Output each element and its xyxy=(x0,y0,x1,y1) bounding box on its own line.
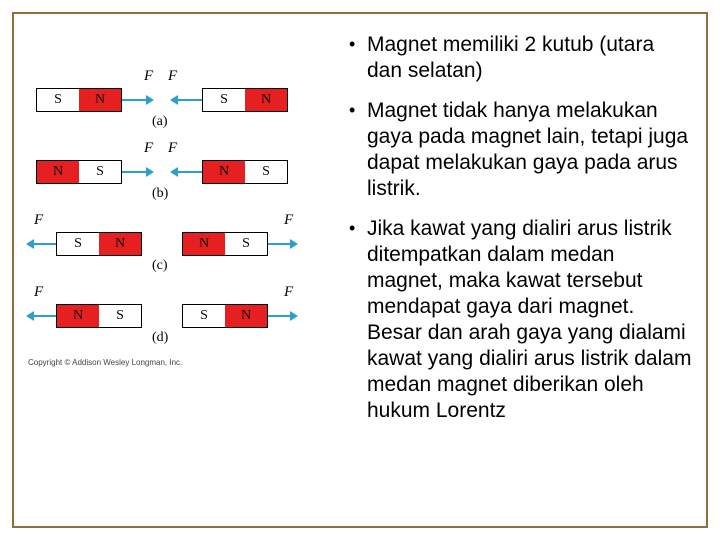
bullet-1-text: Magnet memiliki 2 kutub (utara dan selat… xyxy=(367,32,692,84)
magnet-a-left: S N xyxy=(36,88,122,112)
pole-n: N xyxy=(245,89,287,111)
bullet-3: • Jika kawat yang dialiri arus listrik d… xyxy=(349,216,692,424)
copyright-text: Copyright © Addison Wesley Longman, Inc. xyxy=(28,358,333,367)
bullet-dot-icon: • xyxy=(349,32,367,84)
arrow-right-icon xyxy=(268,308,298,324)
slide-content: S N S N F F (a) xyxy=(28,28,692,540)
magnet-c-left: S N xyxy=(56,232,142,256)
force-label-right: F xyxy=(284,284,293,301)
pole-s: S xyxy=(225,233,267,255)
magnet-b-right: N S xyxy=(202,160,288,184)
magnet-d-left: N S xyxy=(56,304,142,328)
magnet-a-right: S N xyxy=(202,88,288,112)
diagram-row-c: S N N S F F (c) xyxy=(28,212,333,282)
pole-n: N xyxy=(37,161,79,183)
pole-n: N xyxy=(57,305,99,327)
arrow-right-icon xyxy=(122,164,154,180)
pole-s: S xyxy=(183,305,225,327)
bullet-1: • Magnet memiliki 2 kutub (utara dan sel… xyxy=(349,32,692,84)
pole-s: S xyxy=(37,89,79,111)
pole-n: N xyxy=(99,233,141,255)
pole-s: S xyxy=(203,89,245,111)
arrow-left-icon xyxy=(170,92,202,108)
pole-s: S xyxy=(245,161,287,183)
row-label-a: (a) xyxy=(152,114,168,130)
force-label-left: F xyxy=(144,68,153,85)
pole-s: S xyxy=(99,305,141,327)
force-label-left: F xyxy=(34,212,43,229)
pole-n: N xyxy=(183,233,225,255)
pole-n: N xyxy=(225,305,267,327)
bullet-dot-icon: • xyxy=(349,216,367,424)
force-label-right: F xyxy=(168,140,177,157)
bullet-2: • Magnet tidak hanya melakukan gaya pada… xyxy=(349,98,692,202)
diagram-row-d: N S S N F F (d) xyxy=(28,284,333,354)
force-label-left: F xyxy=(34,284,43,301)
diagram-row-a: S N S N F F (a) xyxy=(28,68,333,138)
force-label-right: F xyxy=(168,68,177,85)
force-label-left: F xyxy=(144,140,153,157)
row-label-c: (c) xyxy=(152,258,168,274)
pole-n: N xyxy=(79,89,121,111)
pole-s: S xyxy=(79,161,121,183)
arrow-left-icon xyxy=(170,164,202,180)
arrow-left-icon xyxy=(26,236,56,252)
diagram-column: S N S N F F (a) xyxy=(28,28,333,540)
arrow-right-icon xyxy=(122,92,154,108)
pole-n: N xyxy=(203,161,245,183)
arrow-left-icon xyxy=(26,308,56,324)
text-column: • Magnet memiliki 2 kutub (utara dan sel… xyxy=(349,28,692,540)
arrow-right-icon xyxy=(268,236,298,252)
bullet-3-text: Jika kawat yang dialiri arus listrik dit… xyxy=(367,216,692,424)
bullet-2-text: Magnet tidak hanya melakukan gaya pada m… xyxy=(367,98,692,202)
magnet-d-right: S N xyxy=(182,304,268,328)
pole-s: S xyxy=(57,233,99,255)
diagram-row-b: N S N S F F (b) xyxy=(28,140,333,210)
row-label-b: (b) xyxy=(152,186,168,202)
magnet-b-left: N S xyxy=(36,160,122,184)
force-label-right: F xyxy=(284,212,293,229)
magnet-diagram: S N S N F F (a) xyxy=(28,68,333,367)
row-label-d: (d) xyxy=(152,330,168,346)
magnet-c-right: N S xyxy=(182,232,268,256)
bullet-dot-icon: • xyxy=(349,98,367,202)
